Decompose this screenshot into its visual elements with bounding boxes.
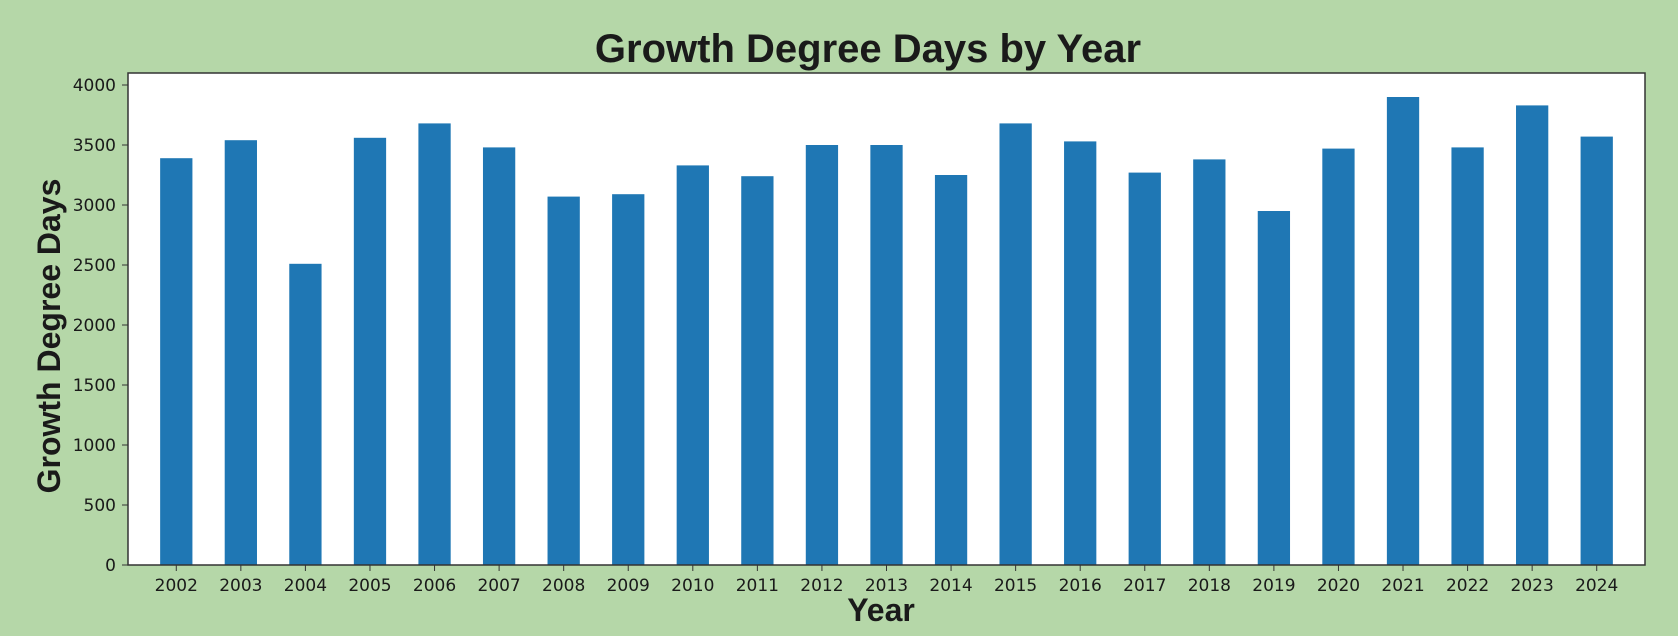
- x-tick-label: 2008: [542, 576, 585, 596]
- bar-2011: [741, 176, 774, 565]
- x-tick-label: 2005: [348, 576, 391, 596]
- bar-2007: [482, 147, 516, 565]
- bar-2018: [1193, 159, 1226, 565]
- x-tick-label: 2017: [1123, 576, 1166, 596]
- x-axis-label: Year: [847, 592, 915, 628]
- y-tick-label: 4000: [73, 76, 116, 96]
- x-tick-label: 2015: [994, 576, 1037, 596]
- y-tick-label: 2000: [73, 316, 116, 336]
- x-tick-label: 2024: [1575, 576, 1618, 596]
- x-tick-label: 2021: [1381, 576, 1424, 596]
- x-tick-label: 2022: [1446, 576, 1489, 596]
- y-axis: 0 500 1000 1500 2000 2500 3000 3500 4000: [73, 76, 128, 576]
- bar-2021: [1386, 97, 1420, 565]
- x-tick-label: 2020: [1317, 576, 1360, 596]
- bar-2002: [160, 158, 193, 565]
- bar-2022: [1451, 147, 1484, 565]
- x-tick-label: 2007: [477, 576, 520, 596]
- x-tick-label: 2018: [1188, 576, 1231, 596]
- bars-group: [160, 97, 1613, 566]
- bar-2013: [870, 145, 903, 565]
- plot-frame: [127, 72, 1646, 566]
- y-tick-label: 0: [105, 556, 116, 576]
- bar-2014: [934, 175, 968, 565]
- x-tick-label: 2013: [865, 576, 908, 596]
- bar-2006: [418, 123, 451, 566]
- x-tick-label: 2023: [1511, 576, 1554, 596]
- bar-2016: [1064, 141, 1097, 565]
- x-tick-label: 2016: [1059, 576, 1102, 596]
- x-tick-label: 2009: [607, 576, 650, 596]
- bar-2024: [1580, 136, 1613, 565]
- bar-2012: [805, 145, 839, 565]
- y-tick-label: 1500: [73, 376, 116, 396]
- chart-title: Growth Degree Days by Year: [595, 27, 1141, 71]
- y-tick-label: 2500: [73, 256, 116, 276]
- bar-2019: [1257, 211, 1291, 565]
- bar-2017: [1128, 172, 1161, 565]
- bar-2009: [612, 194, 645, 565]
- y-tick-label: 500: [84, 496, 116, 516]
- y-tick-label: 1000: [73, 436, 116, 456]
- x-tick-label: 2002: [155, 576, 198, 596]
- x-tick-label: 2019: [1252, 576, 1295, 596]
- bar-2005: [353, 137, 387, 566]
- bar-2015: [999, 123, 1032, 566]
- bar-2020: [1322, 148, 1355, 565]
- bar-2008: [547, 196, 580, 565]
- x-tick-label: 2011: [736, 576, 779, 596]
- bar-2023: [1516, 105, 1549, 566]
- x-tick-label: 2004: [284, 576, 327, 596]
- x-tick-label: 2003: [219, 576, 262, 596]
- x-axis: 2002 2003 2004 2005 2006 2007 2008 2009 2010 2011…: [155, 565, 1618, 596]
- x-tick-label: 2012: [800, 576, 843, 596]
- y-tick-label: 3500: [73, 136, 116, 156]
- x-tick-label: 2010: [671, 576, 714, 596]
- y-axis-label: Growth Degree Days: [31, 179, 67, 494]
- bar-2010: [676, 165, 709, 565]
- x-tick-label: 2014: [929, 576, 972, 596]
- bar-2003: [224, 140, 257, 565]
- x-tick-label: 2006: [413, 576, 456, 596]
- bar-2004: [289, 263, 322, 565]
- y-tick-label: 3000: [73, 196, 116, 216]
